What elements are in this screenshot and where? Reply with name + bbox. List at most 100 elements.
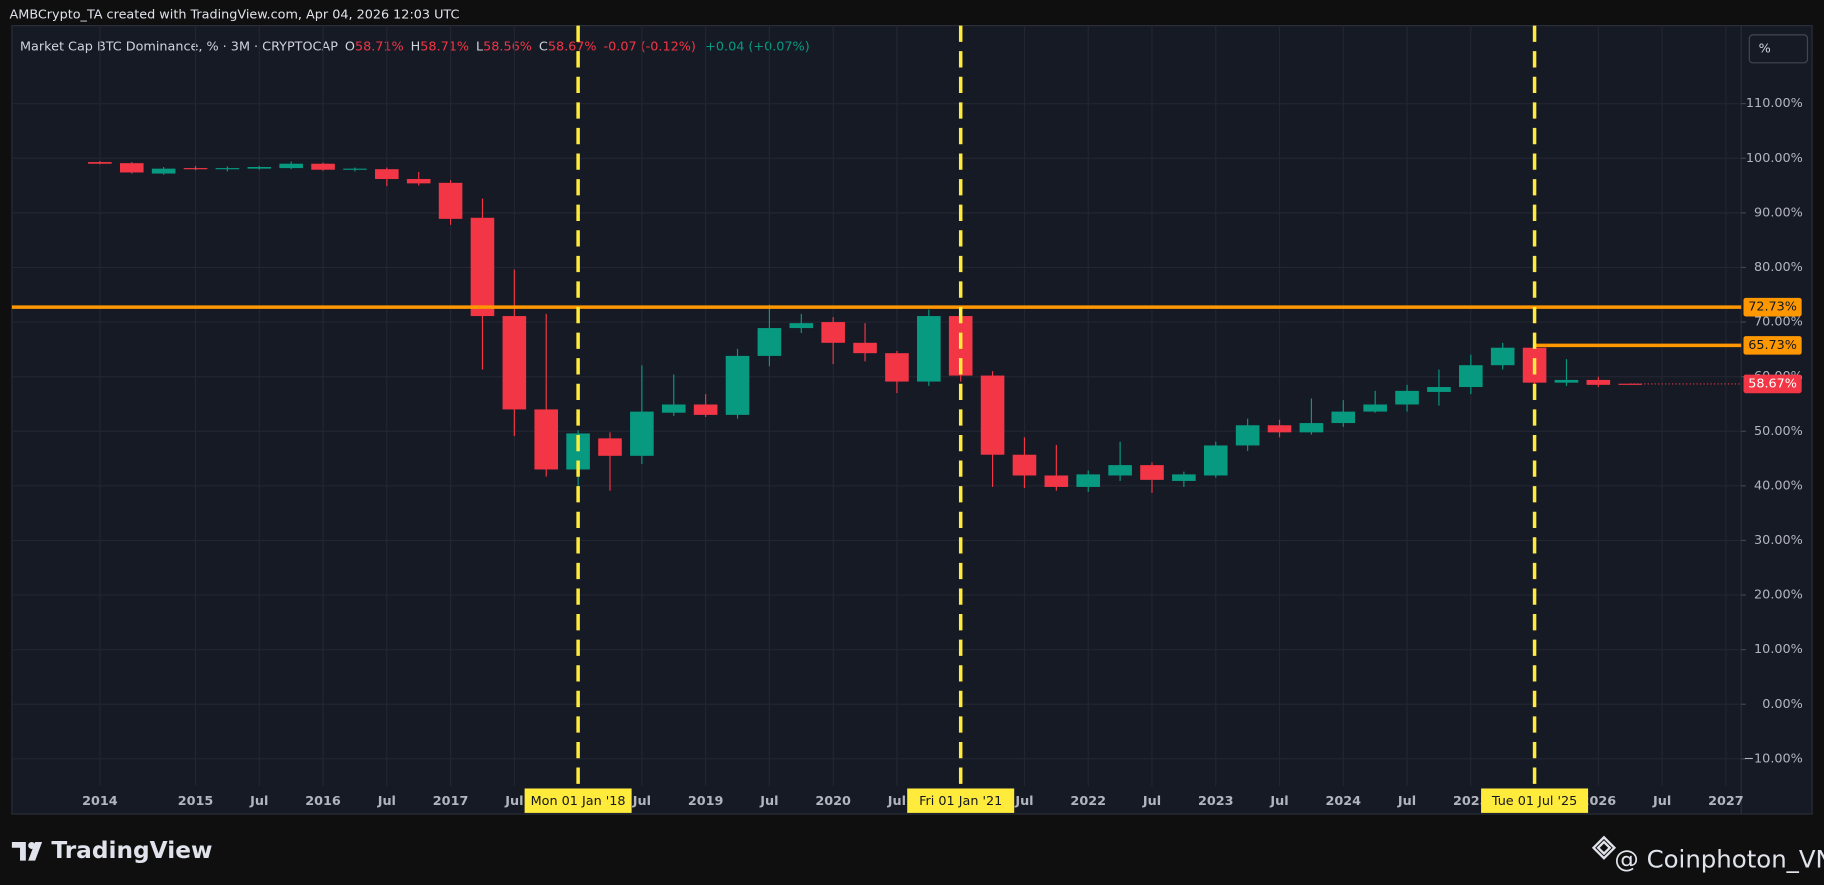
last-price-tag — [1743, 374, 1802, 394]
candle-body — [88, 162, 112, 164]
y-tick-label: 20.00% — [1754, 588, 1803, 603]
x-tick-label: Jul — [1397, 794, 1416, 809]
level-tag — [1743, 297, 1802, 317]
candle-body — [789, 323, 814, 329]
x-tick-label: 2019 — [688, 794, 724, 809]
legend: Market Cap BTC Dominance, % · 3M · CRYPT… — [20, 39, 810, 54]
level-label: 65.73% — [1748, 338, 1797, 353]
candle-body — [1427, 387, 1451, 392]
x-tick-label: Jul — [504, 794, 523, 809]
candle-body — [1586, 379, 1611, 385]
candle-body — [566, 433, 590, 470]
h-value: 58.71% — [420, 39, 469, 54]
candle-body — [343, 168, 367, 170]
candle-body — [598, 438, 622, 456]
y-tick-label: 100.00% — [1746, 151, 1803, 166]
l-label: L — [476, 39, 484, 54]
x-tick-label: 2027 — [1708, 794, 1744, 809]
date-marker-label: Mon 01 Jan '18 — [531, 794, 626, 809]
y-tick-label: 90.00% — [1754, 205, 1803, 220]
x-tick-label: Jul — [632, 794, 651, 809]
c-label: C — [539, 39, 548, 54]
date-marker-tag — [524, 788, 632, 813]
candle-body — [1363, 404, 1387, 412]
x-tick-label: Jul — [759, 794, 778, 809]
y-tick-label: −10.00% — [1743, 751, 1802, 766]
scale-button-label[interactable]: % — [1759, 41, 1771, 56]
candle-body — [1012, 454, 1037, 476]
x-tick-label: 2022 — [1070, 794, 1106, 809]
level-tag — [1743, 336, 1802, 355]
logo-text: TradingView — [51, 837, 212, 864]
candle-body — [917, 316, 941, 382]
x-tick-label: 2026 — [1581, 794, 1617, 809]
chart-pane — [11, 25, 1813, 815]
x-tick-label: Jul — [377, 794, 396, 809]
l-value: 58.56% — [483, 39, 532, 54]
x-tick-label: 2014 — [82, 794, 118, 809]
y-tick-label: 10.00% — [1754, 642, 1803, 657]
o-label: O — [345, 39, 355, 54]
candle-body — [1172, 474, 1196, 481]
y-tick-label: 80.00% — [1754, 260, 1803, 275]
candle-body — [311, 163, 335, 170]
y-tick-label: 50.00% — [1754, 424, 1803, 439]
candle-body — [630, 411, 654, 456]
x-tick-label: 2025 — [1453, 794, 1489, 809]
y-tick-label: 110.00% — [1746, 96, 1803, 111]
candle-body — [821, 322, 845, 343]
candle-body — [534, 409, 559, 470]
candle-body — [1076, 474, 1101, 487]
candle-body — [215, 168, 240, 170]
candle-body — [1140, 465, 1164, 480]
candle-body — [1490, 347, 1515, 366]
date-marker-tag — [907, 788, 1015, 813]
candle-body — [725, 355, 750, 415]
candle-body — [885, 353, 909, 382]
x-tick-label: Jul — [1269, 794, 1288, 809]
candle-body — [406, 179, 431, 184]
candle-body — [1235, 425, 1260, 446]
x-tick-label: 2020 — [815, 794, 851, 809]
last-price-label: 58.67% — [1748, 376, 1797, 391]
change: -0.07 (-0.12%) — [604, 39, 696, 54]
candle-body — [183, 168, 208, 170]
tv-logo — [11, 841, 43, 861]
candle-body — [119, 163, 144, 173]
candle-body — [1108, 465, 1132, 476]
candle-body — [693, 404, 718, 415]
candle-body — [1554, 379, 1579, 383]
x-tick-label: 2023 — [1198, 794, 1234, 809]
candle-body — [980, 375, 1005, 455]
candle-body — [1331, 411, 1356, 424]
candle-body — [151, 168, 176, 174]
candle-body — [279, 163, 303, 169]
date-marker-label: Tue 01 Jul '25 — [1491, 794, 1577, 809]
x-tick-label: Jul — [887, 794, 906, 809]
candle-body — [502, 316, 527, 410]
candle-body — [1459, 365, 1483, 388]
candle-body — [470, 217, 495, 317]
date-marker-tag — [1481, 788, 1589, 813]
scale-button[interactable] — [1748, 34, 1809, 64]
logo-dot — [28, 841, 36, 849]
y-tick-label: 40.00% — [1754, 478, 1803, 493]
watermark: @ Coinphoton_VN — [1614, 845, 1824, 874]
candle-body — [1395, 390, 1419, 405]
x-tick-label: 2024 — [1325, 794, 1361, 809]
x-tick-label: 2016 — [305, 794, 341, 809]
candle-body — [853, 342, 877, 354]
watermark-icon — [1591, 835, 1617, 860]
c-value: 58.67% — [548, 39, 597, 54]
y-tick-label: 30.00% — [1754, 533, 1803, 548]
x-tick-label: Jul — [1014, 794, 1033, 809]
date-marker-label: Fri 01 Jan '21 — [919, 794, 1002, 809]
change2: +0.04 (+0.07%) — [705, 39, 810, 54]
plot: 110.00%100.00%90.00%80.00%70.00%60.00%50… — [11, 25, 1803, 813]
candle-body — [1267, 425, 1292, 433]
candle-body — [1044, 475, 1069, 487]
x-tick-label: Jul — [1652, 794, 1671, 809]
symbol: Market Cap BTC Dominance, % · 3M · CRYPT… — [20, 39, 338, 54]
